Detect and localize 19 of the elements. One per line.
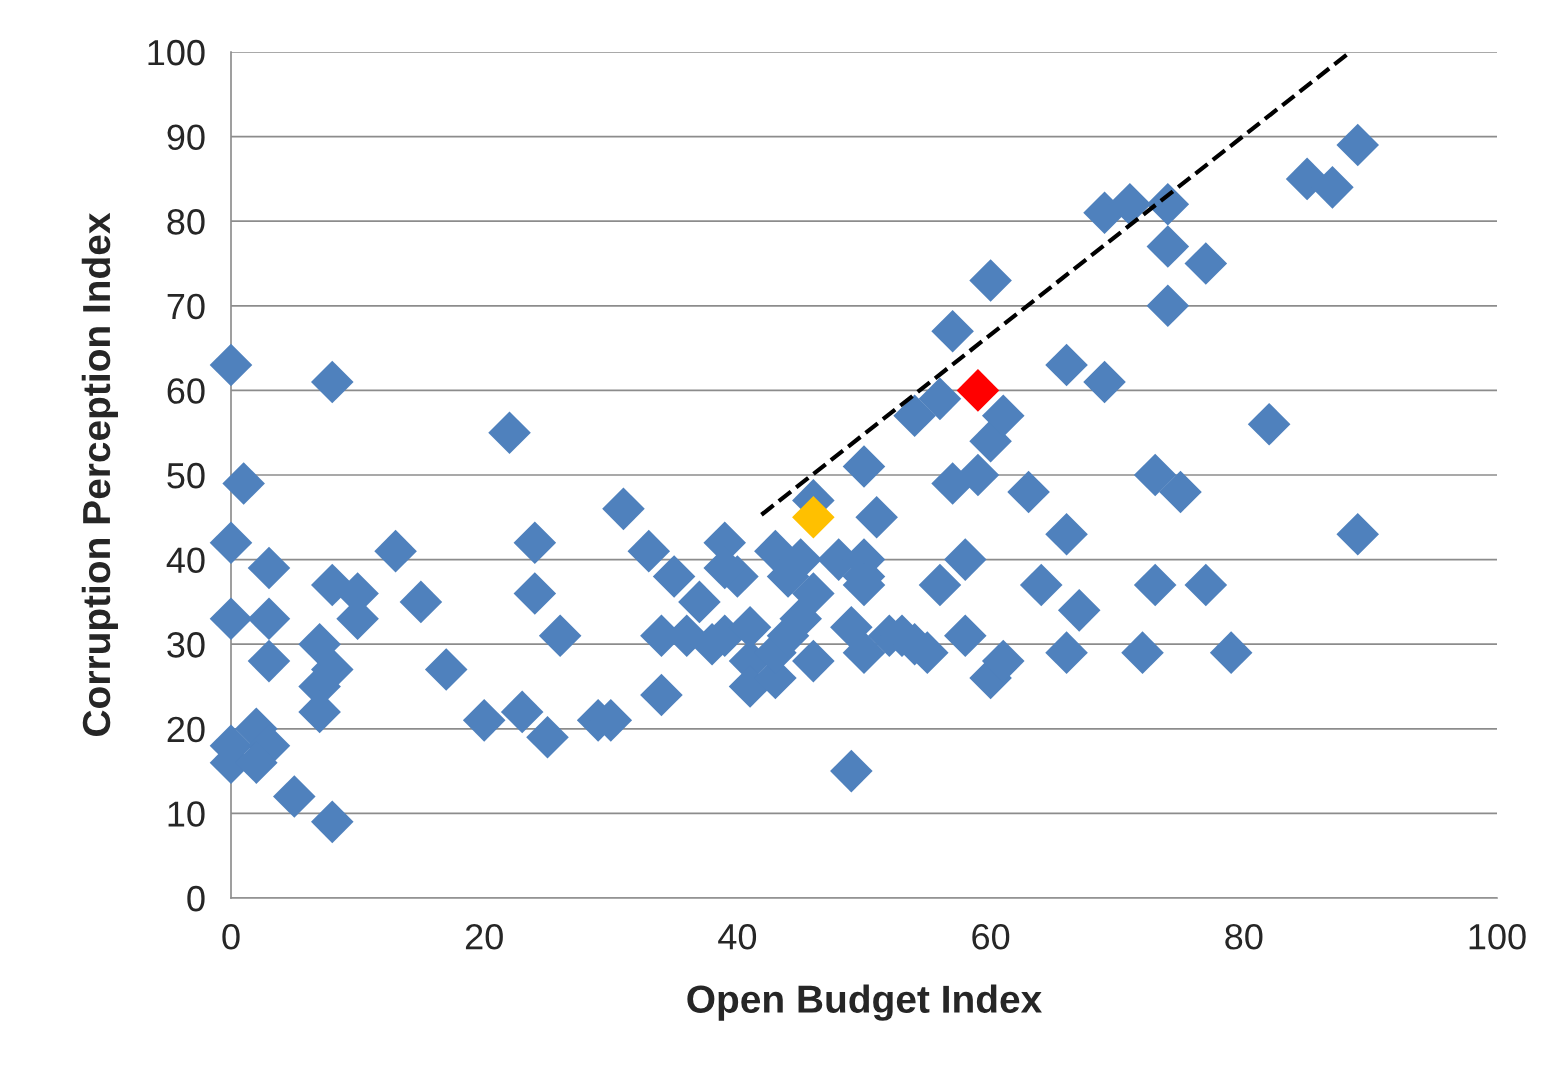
y-tick-label: 30 [167, 632, 205, 658]
y-tick-label: 100 [148, 39, 205, 66]
x-tick-label: 20 [465, 923, 503, 950]
x-tick-label: 100 [1469, 923, 1526, 950]
x-axis-title: Open Budget Index [687, 984, 1042, 1021]
y-tick-label: 80 [167, 209, 205, 235]
y-axis-title: Corruption Perception Index [81, 212, 118, 736]
x-tick-label: 60 [972, 923, 1010, 950]
y-tick-label: 10 [168, 801, 205, 827]
y-tick-label: 0 [187, 885, 205, 912]
y-tick-label: 90 [167, 124, 205, 151]
x-tick-label: 80 [1225, 923, 1263, 950]
x-tick-label: 40 [718, 923, 757, 950]
y-tick-label: 50 [167, 462, 205, 489]
y-tick-label: 60 [167, 378, 205, 404]
y-tick-label: 20 [167, 716, 205, 743]
y-tick-label: 70 [167, 293, 205, 320]
y-tick-label: 40 [166, 547, 205, 574]
x-tick-label: 0 [222, 923, 240, 950]
